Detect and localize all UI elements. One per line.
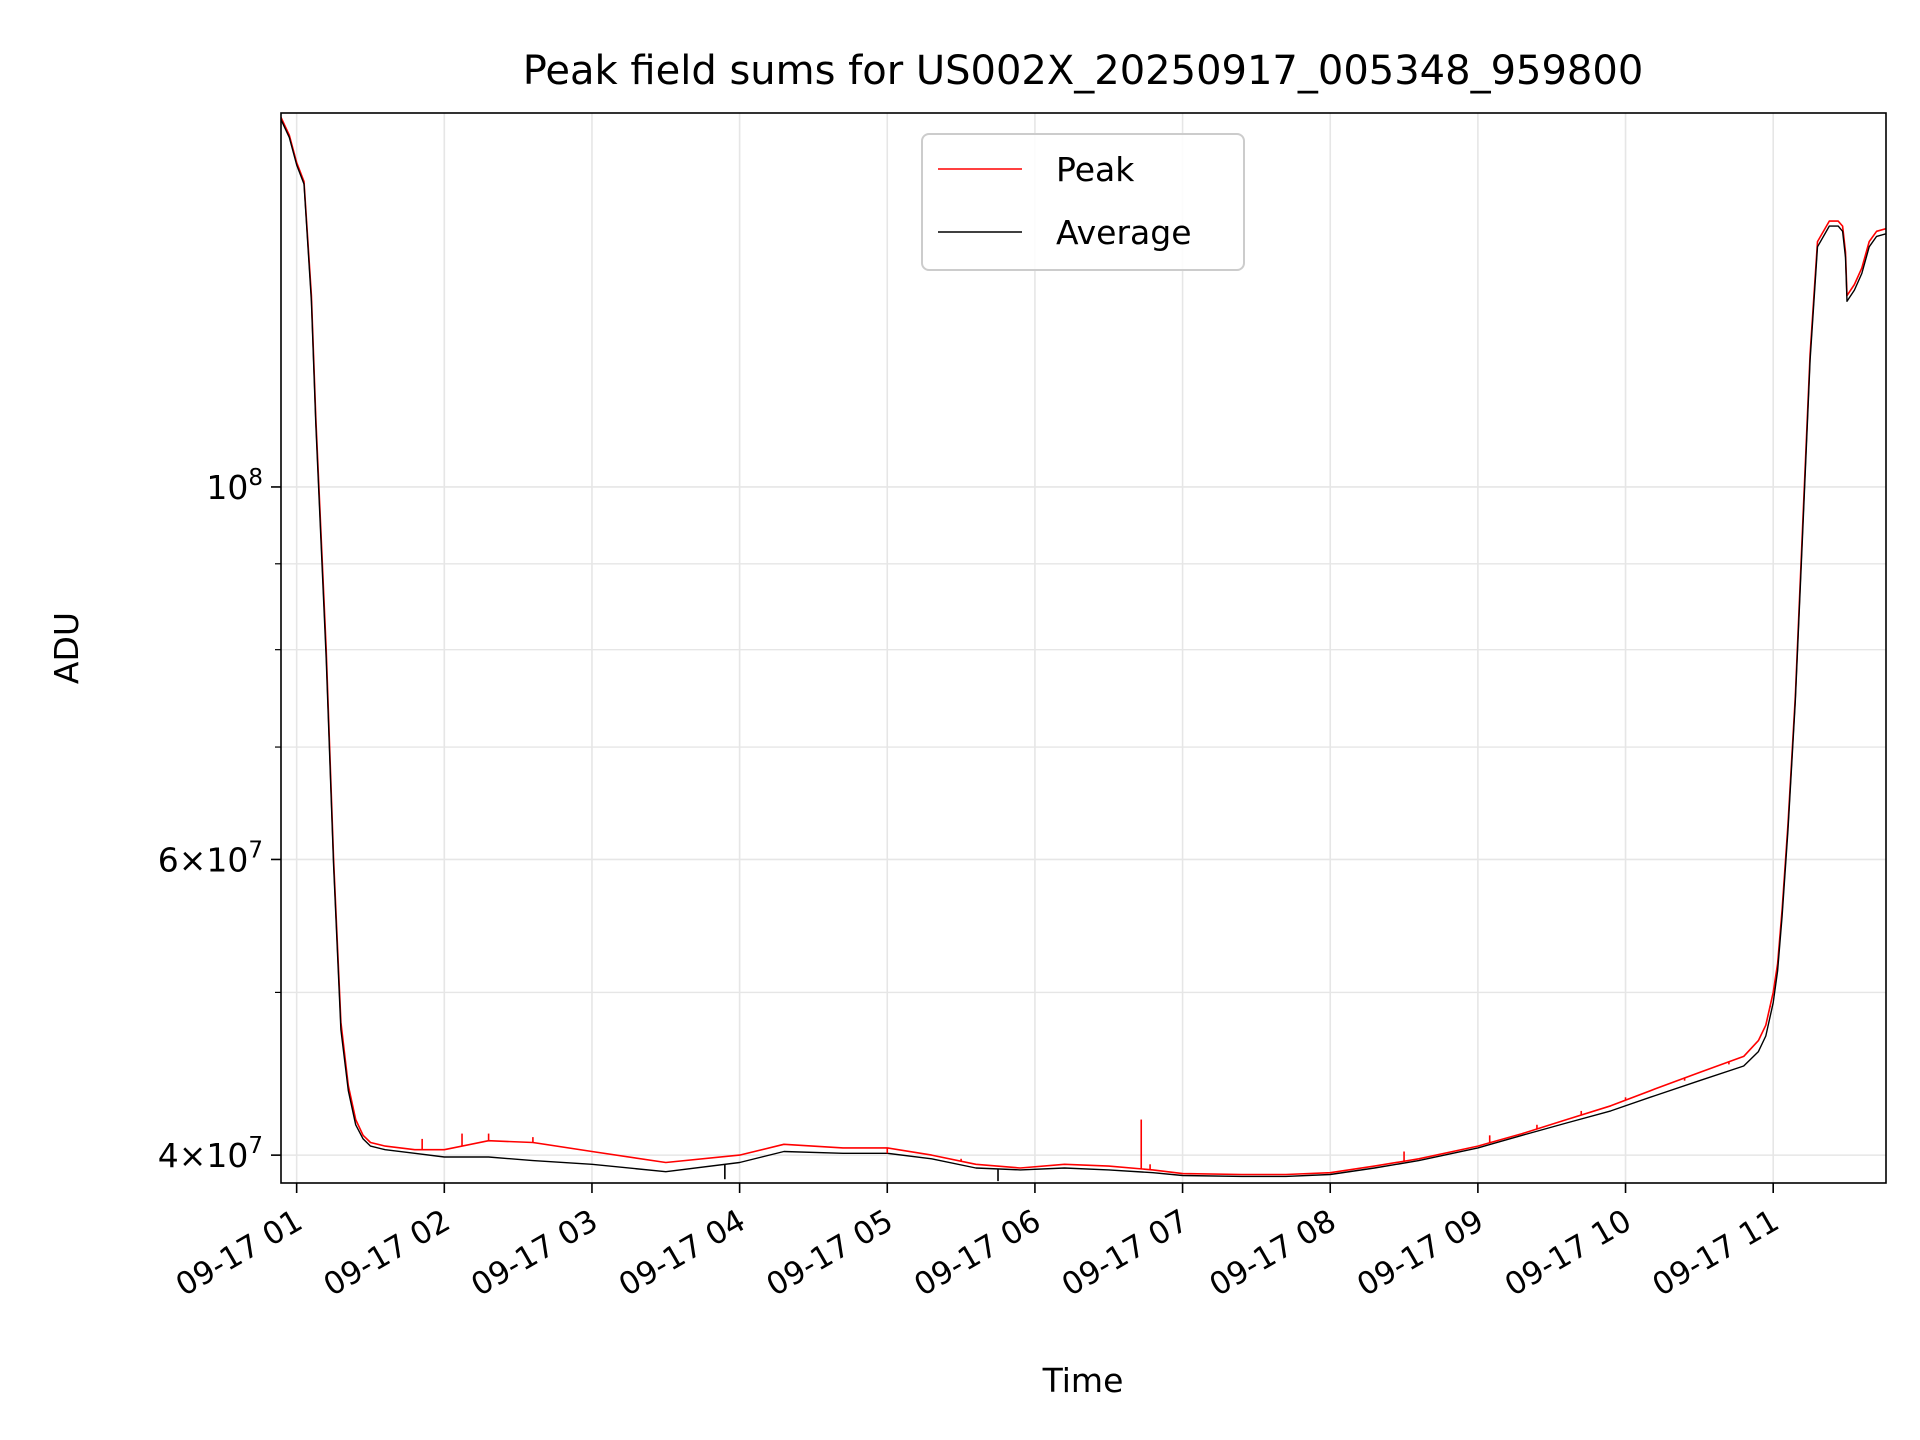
plot-frame <box>280 112 1887 1184</box>
series-line-average <box>281 119 1886 1178</box>
y-axis: 4×107 6×107 108 <box>158 465 281 1175</box>
legend: Peak Average <box>921 133 1245 271</box>
y-tick-label: 6×107 <box>158 837 263 879</box>
series-layer <box>281 117 1886 1182</box>
legend-label-average: Average <box>1056 213 1192 252</box>
legend-box <box>921 133 1245 271</box>
y-tick-label: 108 <box>206 465 263 507</box>
legend-label-peak: Peak <box>1056 150 1135 189</box>
y-axis-label: ADU <box>47 612 86 684</box>
y-tick-label: 4×107 <box>158 1133 263 1175</box>
x-axis-label: Time <box>1042 1361 1124 1400</box>
plot-area <box>281 117 1886 1182</box>
chart-title: Peak field sums for US002X_20250917_0053… <box>523 48 1644 94</box>
